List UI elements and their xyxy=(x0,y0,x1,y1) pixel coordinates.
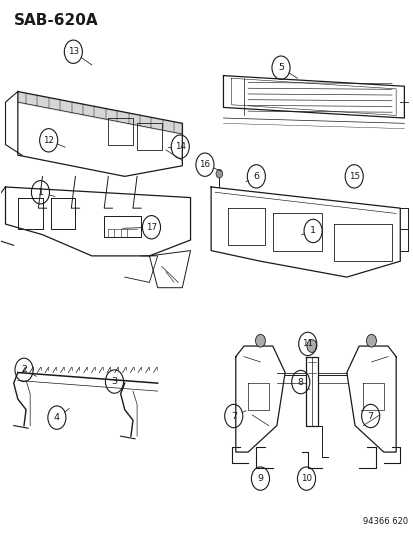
Text: 12: 12 xyxy=(43,136,54,145)
Text: 2: 2 xyxy=(21,366,27,374)
Text: 14: 14 xyxy=(174,142,185,151)
Text: 15: 15 xyxy=(348,172,359,181)
Text: 7: 7 xyxy=(230,411,236,421)
Text: 1: 1 xyxy=(309,227,316,236)
Circle shape xyxy=(216,169,222,178)
Text: 13: 13 xyxy=(68,47,79,56)
Text: 1: 1 xyxy=(37,188,43,197)
Circle shape xyxy=(255,334,265,347)
Circle shape xyxy=(366,334,375,347)
Text: 10: 10 xyxy=(300,474,311,483)
Text: 4: 4 xyxy=(54,413,60,422)
Text: 6: 6 xyxy=(253,172,259,181)
Text: 7: 7 xyxy=(367,411,373,421)
Text: 3: 3 xyxy=(111,377,117,386)
Text: 9: 9 xyxy=(257,474,263,483)
Text: 94366 620: 94366 620 xyxy=(363,518,408,526)
Text: 11: 11 xyxy=(301,340,313,349)
Text: 5: 5 xyxy=(278,63,283,72)
Text: SAB-620A: SAB-620A xyxy=(14,13,98,28)
Text: 8: 8 xyxy=(297,377,303,386)
Text: 17: 17 xyxy=(145,223,157,232)
Text: 16: 16 xyxy=(199,160,210,169)
Circle shape xyxy=(306,340,316,352)
